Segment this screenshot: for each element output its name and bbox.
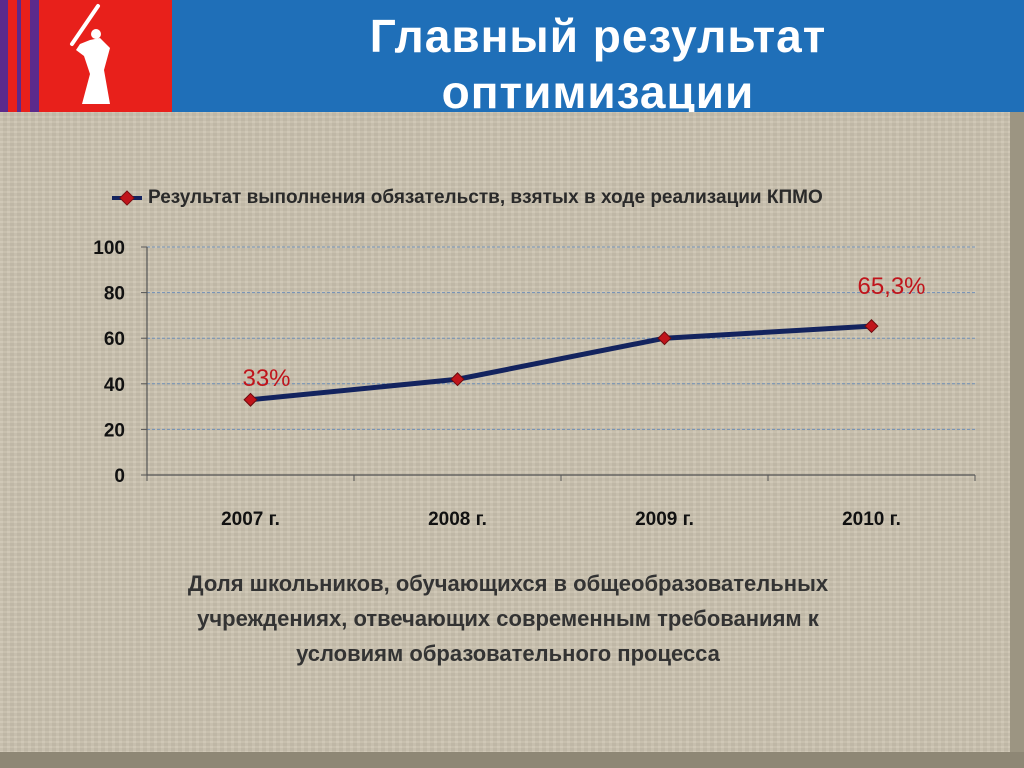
data-label: 33% [242, 365, 290, 392]
data-point [243, 392, 258, 407]
x-tick-label: 2010 г. [842, 509, 901, 530]
y-tick-label: 40 [104, 375, 125, 396]
x-tick-label: 2008 г. [428, 509, 487, 530]
series-line [250, 323, 872, 403]
frame-bottom-edge [0, 752, 1024, 768]
legend-series-label: Результат выполнения обязательств, взяты… [148, 187, 823, 208]
logo-stripe [17, 0, 21, 112]
y-tick-label: 20 [104, 420, 125, 441]
y-tick-label: 60 [104, 329, 125, 350]
y-tick-label: 80 [104, 284, 125, 305]
chart-caption: Доля школьников, обучающихся в общеобраз… [150, 566, 866, 671]
monument-logo-icon [70, 4, 110, 104]
legend-line-marker-icon [112, 190, 142, 206]
slide-canvas [0, 112, 1024, 768]
data-point [450, 372, 465, 387]
x-tick-label: 2009 г. [635, 509, 694, 530]
caption-line: условиям образовательного процесса [296, 641, 720, 666]
y-tick-label: 100 [93, 238, 125, 259]
frame-right-edge [1010, 112, 1024, 768]
chart-legend: Результат выполнения обязательств, взяты… [110, 186, 823, 210]
page-title: Главный результат оптимизации [172, 8, 1024, 120]
caption-line: учреждениях, отвечающих современным треб… [197, 606, 819, 631]
logo-stripe [0, 0, 8, 112]
logo-block [0, 0, 172, 112]
title-bar: Главный результат оптимизации [0, 0, 1024, 118]
page-title-line: оптимизации [441, 66, 755, 118]
data-point [657, 331, 672, 346]
y-tick-label: 0 [114, 466, 125, 487]
page-title-line: Главный результат [369, 10, 827, 62]
logo-stripe [30, 0, 39, 112]
caption-line: Доля школьников, обучающихся в общеобраз… [187, 571, 829, 596]
data-label: 65,3% [857, 273, 925, 300]
x-tick-label: 2007 г. [221, 509, 280, 530]
data-point [864, 319, 879, 334]
